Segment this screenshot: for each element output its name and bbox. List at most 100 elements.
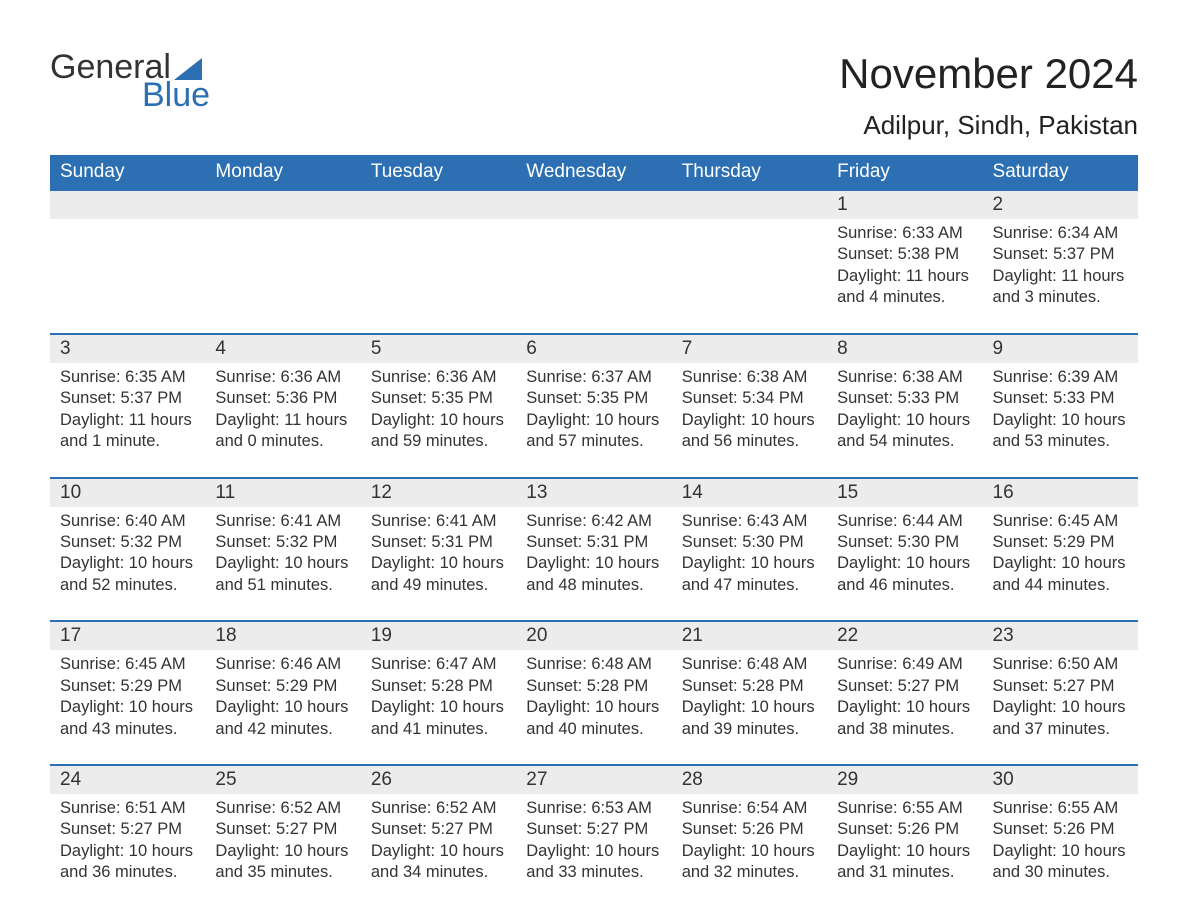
- day-details: Sunrise: 6:48 AMSunset: 5:28 PMDaylight:…: [516, 650, 671, 765]
- sunset-line: Sunset: 5:27 PM: [837, 676, 972, 697]
- day-number: 16: [983, 478, 1138, 507]
- sunrise-line: Sunrise: 6:53 AM: [526, 798, 661, 819]
- day-details: Sunrise: 6:46 AMSunset: 5:29 PMDaylight:…: [205, 650, 360, 765]
- sunset-line: Sunset: 5:27 PM: [993, 676, 1128, 697]
- day-number: 14: [672, 478, 827, 507]
- sunset-line: Sunset: 5:30 PM: [837, 532, 972, 553]
- daylight-line: Daylight: 10 hours and 41 minutes.: [371, 697, 506, 740]
- day-number: 24: [50, 765, 205, 794]
- day-number: 13: [516, 478, 671, 507]
- day-number: 17: [50, 621, 205, 650]
- daynum-row: 10111213141516: [50, 478, 1138, 507]
- sunset-line: Sunset: 5:27 PM: [60, 819, 195, 840]
- sunrise-line: Sunrise: 6:47 AM: [371, 654, 506, 675]
- day-number: 19: [361, 621, 516, 650]
- daynum-row: 24252627282930: [50, 765, 1138, 794]
- day-number: 21: [672, 621, 827, 650]
- daylight-line: Daylight: 10 hours and 42 minutes.: [215, 697, 350, 740]
- sunrise-line: Sunrise: 6:36 AM: [371, 367, 506, 388]
- sunset-line: Sunset: 5:37 PM: [60, 388, 195, 409]
- daylight-line: Daylight: 11 hours and 3 minutes.: [993, 266, 1128, 309]
- empty-cell: [361, 190, 516, 219]
- sunset-line: Sunset: 5:33 PM: [993, 388, 1128, 409]
- empty-cell: [516, 190, 671, 219]
- day-details: Sunrise: 6:39 AMSunset: 5:33 PMDaylight:…: [983, 363, 1138, 478]
- day-details: Sunrise: 6:36 AMSunset: 5:36 PMDaylight:…: [205, 363, 360, 478]
- day-details: Sunrise: 6:43 AMSunset: 5:30 PMDaylight:…: [672, 507, 827, 622]
- sunset-line: Sunset: 5:34 PM: [682, 388, 817, 409]
- sunset-line: Sunset: 5:36 PM: [215, 388, 350, 409]
- day-details: Sunrise: 6:41 AMSunset: 5:32 PMDaylight:…: [205, 507, 360, 622]
- day-details: Sunrise: 6:38 AMSunset: 5:33 PMDaylight:…: [827, 363, 982, 478]
- sunrise-line: Sunrise: 6:54 AM: [682, 798, 817, 819]
- sunset-line: Sunset: 5:27 PM: [215, 819, 350, 840]
- day-number: 23: [983, 621, 1138, 650]
- day-details: Sunrise: 6:55 AMSunset: 5:26 PMDaylight:…: [827, 794, 982, 888]
- detail-row: Sunrise: 6:51 AMSunset: 5:27 PMDaylight:…: [50, 794, 1138, 888]
- sunrise-line: Sunrise: 6:38 AM: [682, 367, 817, 388]
- day-number: 22: [827, 621, 982, 650]
- day-number: 15: [827, 478, 982, 507]
- daylight-line: Daylight: 10 hours and 44 minutes.: [993, 553, 1128, 596]
- sunset-line: Sunset: 5:27 PM: [371, 819, 506, 840]
- daynum-row: 17181920212223: [50, 621, 1138, 650]
- daylight-line: Daylight: 10 hours and 39 minutes.: [682, 697, 817, 740]
- daynum-row: 3456789: [50, 334, 1138, 363]
- empty-cell: [672, 219, 827, 334]
- daylight-line: Daylight: 10 hours and 32 minutes.: [682, 841, 817, 884]
- day-details: Sunrise: 6:34 AMSunset: 5:37 PMDaylight:…: [983, 219, 1138, 334]
- day-number: 1: [827, 190, 982, 219]
- sunrise-line: Sunrise: 6:42 AM: [526, 511, 661, 532]
- daylight-line: Daylight: 10 hours and 48 minutes.: [526, 553, 661, 596]
- daylight-line: Daylight: 10 hours and 47 minutes.: [682, 553, 817, 596]
- day-details: Sunrise: 6:38 AMSunset: 5:34 PMDaylight:…: [672, 363, 827, 478]
- sunrise-line: Sunrise: 6:46 AM: [215, 654, 350, 675]
- sunset-line: Sunset: 5:35 PM: [371, 388, 506, 409]
- sunset-line: Sunset: 5:29 PM: [215, 676, 350, 697]
- header: General Blue November 2024 Adilpur, Sind…: [50, 50, 1138, 141]
- daylight-line: Daylight: 10 hours and 33 minutes.: [526, 841, 661, 884]
- day-number: 12: [361, 478, 516, 507]
- daylight-line: Daylight: 10 hours and 51 minutes.: [215, 553, 350, 596]
- day-details: Sunrise: 6:48 AMSunset: 5:28 PMDaylight:…: [672, 650, 827, 765]
- day-details: Sunrise: 6:41 AMSunset: 5:31 PMDaylight:…: [361, 507, 516, 622]
- day-details: Sunrise: 6:54 AMSunset: 5:26 PMDaylight:…: [672, 794, 827, 888]
- sunset-line: Sunset: 5:28 PM: [526, 676, 661, 697]
- sunset-line: Sunset: 5:32 PM: [60, 532, 195, 553]
- sunrise-line: Sunrise: 6:45 AM: [60, 654, 195, 675]
- day-details: Sunrise: 6:44 AMSunset: 5:30 PMDaylight:…: [827, 507, 982, 622]
- logo: General Blue: [50, 50, 210, 112]
- day-number: 3: [50, 334, 205, 363]
- day-number: 20: [516, 621, 671, 650]
- sunrise-line: Sunrise: 6:44 AM: [837, 511, 972, 532]
- day-details: Sunrise: 6:51 AMSunset: 5:27 PMDaylight:…: [50, 794, 205, 888]
- day-number: 26: [361, 765, 516, 794]
- day-details: Sunrise: 6:52 AMSunset: 5:27 PMDaylight:…: [205, 794, 360, 888]
- empty-cell: [50, 219, 205, 334]
- empty-cell: [361, 219, 516, 334]
- weekday-header: Thursday: [672, 155, 827, 190]
- sunrise-line: Sunrise: 6:41 AM: [371, 511, 506, 532]
- daylight-line: Daylight: 10 hours and 37 minutes.: [993, 697, 1128, 740]
- daylight-line: Daylight: 10 hours and 36 minutes.: [60, 841, 195, 884]
- day-number: 9: [983, 334, 1138, 363]
- daylight-line: Daylight: 11 hours and 1 minute.: [60, 410, 195, 453]
- empty-cell: [205, 190, 360, 219]
- sunset-line: Sunset: 5:38 PM: [837, 244, 972, 265]
- day-number: 5: [361, 334, 516, 363]
- sunrise-line: Sunrise: 6:51 AM: [60, 798, 195, 819]
- weekday-header: Wednesday: [516, 155, 671, 190]
- sunrise-line: Sunrise: 6:39 AM: [993, 367, 1128, 388]
- day-details: Sunrise: 6:45 AMSunset: 5:29 PMDaylight:…: [983, 507, 1138, 622]
- day-details: Sunrise: 6:33 AMSunset: 5:38 PMDaylight:…: [827, 219, 982, 334]
- sunset-line: Sunset: 5:31 PM: [526, 532, 661, 553]
- sunrise-line: Sunrise: 6:52 AM: [215, 798, 350, 819]
- day-number: 27: [516, 765, 671, 794]
- day-details: Sunrise: 6:35 AMSunset: 5:37 PMDaylight:…: [50, 363, 205, 478]
- weekday-header: Monday: [205, 155, 360, 190]
- sunset-line: Sunset: 5:29 PM: [993, 532, 1128, 553]
- sunset-line: Sunset: 5:28 PM: [371, 676, 506, 697]
- sunrise-line: Sunrise: 6:40 AM: [60, 511, 195, 532]
- daylight-line: Daylight: 10 hours and 38 minutes.: [837, 697, 972, 740]
- sunset-line: Sunset: 5:27 PM: [526, 819, 661, 840]
